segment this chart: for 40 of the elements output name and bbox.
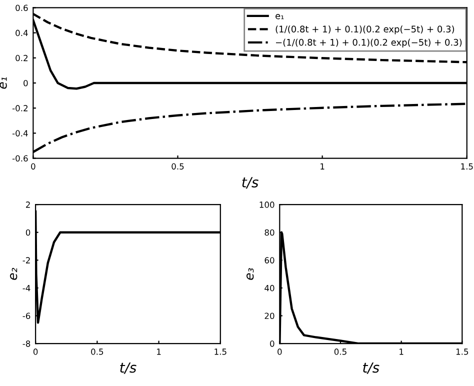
x-tick-label: 1 — [400, 348, 404, 355]
x-axis-title: t/s — [120, 362, 136, 374]
x-tick-label: 0 — [33, 348, 38, 355]
x-tick-label: 1.5 — [214, 348, 226, 355]
y-axis-title: e₂ — [10, 268, 18, 280]
y-tick-label: -0.6 — [12, 155, 28, 162]
x-tick-label: 0.5 — [91, 348, 104, 355]
legend-label: (1/(0.8t + 1) + 0.1)(0.2 exp(−5t) + 0.3) — [276, 25, 454, 34]
x-tick-label: 1 — [320, 163, 324, 170]
y-tick-label: 0 — [24, 80, 28, 86]
x-tick-label: 1.5 — [461, 163, 473, 170]
x-tick-label: 1.5 — [456, 348, 468, 355]
x-tick-label: 0 — [278, 348, 282, 355]
y-tick-label: 0.6 — [16, 4, 28, 12]
x-axis-title: t/s — [242, 177, 258, 189]
y-tick-label: 2 — [26, 202, 30, 208]
y-axis-title: e₁ — [0, 77, 7, 89]
x-tick-label: 0 — [31, 163, 36, 170]
y-axis-title: e₃ — [246, 268, 254, 280]
y-tick-label: 0.4 — [16, 30, 28, 36]
y-tick-label: 20 — [264, 312, 274, 320]
y-tick-label: 80 — [264, 229, 274, 236]
x-axis-title: t/s — [363, 362, 380, 374]
legend-label: −(1/(0.8t + 1) + 0.1)(0.2 exp(−5t) + 0.3) — [276, 38, 462, 48]
y-tick-label: 0 — [26, 229, 30, 236]
y-tick-label: -8 — [22, 340, 30, 347]
x-tick-label: 0.5 — [334, 348, 346, 355]
y-tick-label: -0.4 — [12, 130, 28, 136]
x-tick-label: 0.5 — [172, 163, 184, 170]
y-tick-label: -6 — [22, 312, 30, 320]
y-tick-label: 40 — [264, 284, 274, 292]
y-tick-label: 60 — [264, 257, 274, 264]
y-tick-label: 0.2 — [16, 54, 28, 62]
x-tick-label: 1 — [157, 348, 161, 355]
y-tick-label: -0.2 — [12, 105, 28, 112]
y-tick-label: -2 — [22, 257, 30, 264]
legend-label: e₁ — [276, 14, 284, 20]
y-tick-label: 0 — [270, 340, 274, 347]
y-tick-label: 100 — [260, 202, 274, 208]
y-tick-label: -4 — [22, 285, 30, 292]
